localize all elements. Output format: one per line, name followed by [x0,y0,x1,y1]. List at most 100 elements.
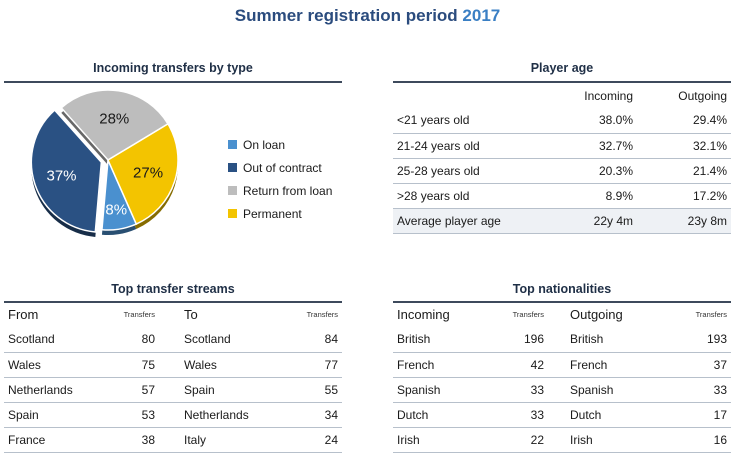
pie-data-label-permanent: 27% [133,165,163,182]
average-age-label: Average player age [393,208,543,234]
nationalities-incoming-header: Incoming [397,307,450,322]
nationalities-header-row: Incoming Transfers Outgoing Transfers [393,302,731,327]
age-outgoing: 32.1% [637,133,731,159]
pie-chart: 8% 37% 28% 27% [30,89,179,237]
age-outgoing: 29.4% [637,108,731,134]
stream-from: Spain [4,402,104,428]
legend-item-on-loan: On loan [228,133,332,156]
pie-data-label-out-of-contract: 37% [47,167,77,184]
table-row: 21-24 years old 32.7% 32.1% [393,133,731,159]
stream-from: Wales [4,352,104,378]
age-label: 25-28 years old [393,158,543,184]
average-age-row: Average player age 22y 4m 23y 8m [393,208,731,234]
pie-title-rule [4,81,342,83]
stream-from-count: 75 [104,352,159,378]
pie-data-label-return-from-loan: 28% [99,110,129,127]
table-row: 25-28 years old 20.3% 21.4% [393,158,731,184]
legend-item-return-from-loan: Return from loan [228,179,332,202]
nationality-in: Dutch [393,402,493,428]
page-title-text: Summer registration period [234,6,458,25]
table-row: Dutch 33 Dutch 17 [393,402,731,428]
nationality-out-count: 37 [648,352,731,378]
nationality-out-count: 193 [648,327,731,353]
nationality-out: Irish [548,427,648,453]
table-row: Netherlands 57 Spain 55 [4,377,342,403]
nationality-in-count: 196 [493,327,548,353]
player-age-table: Incoming Outgoing <21 years old 38.0% 29… [393,83,731,234]
nationalities-table: Incoming Transfers Outgoing Transfers Br… [393,302,731,453]
pie-slice-permanent [107,122,179,226]
age-label: <21 years old [393,108,543,134]
nationality-in: Irish [393,427,493,453]
streams-to-count-header: Transfers [306,310,338,319]
pie-chart-title: Incoming transfers by type [93,61,253,75]
table-row: Scotland 80 Scotland 84 [4,327,342,353]
stream-to-count: 34 [259,402,342,428]
table-row: British 196 British 193 [393,327,731,353]
player-age-title: Player age [530,61,594,75]
age-label: 21-24 years old [393,133,543,159]
table-row: >28 years old 8.9% 17.2% [393,183,731,209]
legend-label-return-from-loan: Return from loan [243,183,333,198]
streams-from-count-header: Transfers [123,310,155,319]
streams-table: From Transfers To Transfers Scotland 80 … [4,302,342,453]
legend-swatch-out-of-contract [228,163,237,172]
stream-to-count: 24 [259,427,342,453]
nationality-out-count: 33 [648,377,731,403]
table-row: Wales 75 Wales 77 [4,352,342,378]
nationality-in-count: 42 [493,352,548,378]
stream-to-count: 77 [259,352,342,378]
nationality-in-count: 33 [493,377,548,403]
table-row: French 42 French 37 [393,352,731,378]
average-age-outgoing: 23y 8m [637,208,731,234]
table-row: Spain 53 Netherlands 34 [4,402,342,428]
streams-title-rule [4,301,342,303]
pie-slice-out-of-contract [30,109,103,233]
nationalities-out-count-header: Transfers [695,310,727,319]
stream-to-count: 84 [259,327,342,353]
stream-to: Italy [159,427,259,453]
nationalities-title: Top nationalities [512,282,612,296]
nationality-out-count: 16 [648,427,731,453]
nationality-out-count: 17 [648,402,731,428]
nationality-in-count: 33 [493,402,548,428]
age-label: >28 years old [393,183,543,209]
legend-label-permanent: Permanent [243,206,302,221]
table-row: France 38 Italy 24 [4,427,342,453]
legend-swatch-return-from-loan [228,186,237,195]
legend-item-out-of-contract: Out of contract [228,156,332,179]
stream-from: Scotland [4,327,104,353]
nationality-in: Spanish [393,377,493,403]
age-incoming: 32.7% [543,133,637,159]
stream-to: Wales [159,352,259,378]
age-outgoing: 17.2% [637,183,731,209]
player-age-outgoing-header: Outgoing [678,88,727,103]
pie-legend: On loan Out of contract Return from loan… [228,133,332,225]
streams-title: Top transfer streams [111,282,235,296]
nationalities-title-rule [393,301,731,303]
nationality-in: French [393,352,493,378]
stream-from: France [4,427,104,453]
nationality-out: French [548,352,648,378]
legend-swatch-permanent [228,209,237,218]
table-row: <21 years old 38.0% 29.4% [393,108,731,134]
age-incoming: 8.9% [543,183,637,209]
page-title-year: 2017 [462,6,501,25]
streams-to-header: To [184,307,198,322]
stream-to-count: 55 [259,377,342,403]
stream-from-count: 53 [104,402,159,428]
nationality-in-count: 22 [493,427,548,453]
nationality-in: British [393,327,493,353]
legend-label-on-loan: On loan [243,137,286,152]
legend-swatch-on-loan [228,140,237,149]
nationalities-outgoing-header: Outgoing [570,307,623,322]
streams-from-header: From [8,307,39,322]
stream-from-count: 38 [104,427,159,453]
streams-header-row: From Transfers To Transfers [4,302,342,327]
stream-to: Spain [159,377,259,403]
nationalities-in-count-header: Transfers [512,310,544,319]
stream-to: Netherlands [159,402,259,428]
stream-from-count: 57 [104,377,159,403]
stream-to: Scotland [159,327,259,353]
legend-label-out-of-contract: Out of contract [243,160,322,175]
